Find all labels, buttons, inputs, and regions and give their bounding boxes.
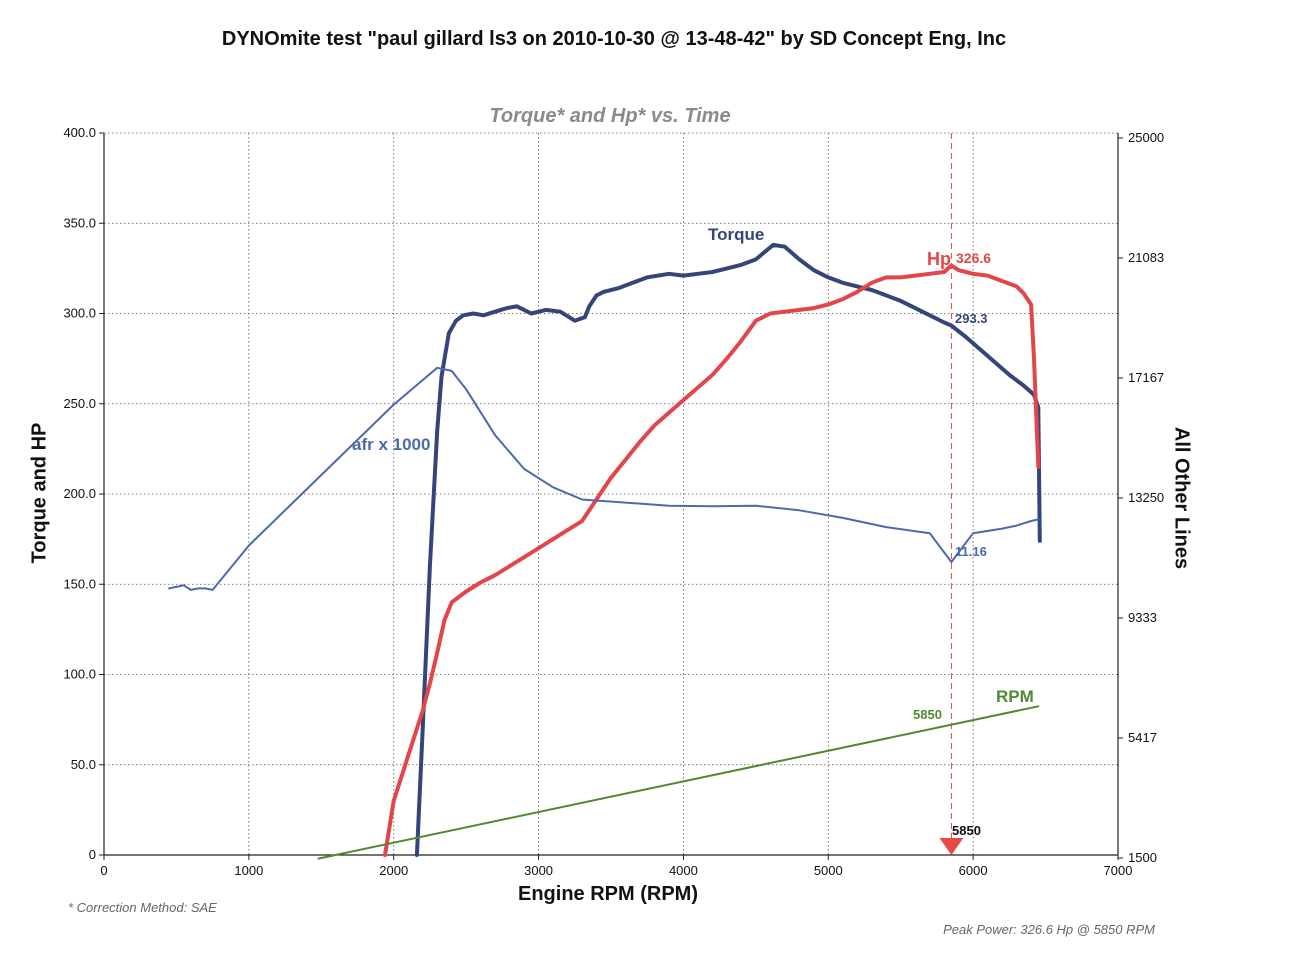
afr-label: afr x 1000 <box>352 435 430 454</box>
peak-marker-triangle <box>939 838 964 855</box>
y-left-tick-label: 100.0 <box>63 667 96 682</box>
y-left-tick-label: 150.0 <box>63 576 96 591</box>
y-left-tick-label: 400.0 <box>63 125 96 140</box>
chart-subtitle: Torque* and Hp* vs. Time <box>489 105 731 127</box>
x-tick-label: 3000 <box>524 863 553 878</box>
axes <box>99 132 1123 860</box>
rpm-line <box>317 705 1040 860</box>
y-right-tick-label: 13250 <box>1128 490 1164 505</box>
peak-marker-value: 5850 <box>952 823 981 838</box>
y-right-tick-label: 17167 <box>1128 370 1164 385</box>
tick-labels: 0 50.0 100.0 150.0 200.0 250.0 300.0 350.0 400.0… <box>63 125 1164 878</box>
y-left-tick-label: 0 <box>89 847 96 862</box>
x-tick-label: 7000 <box>1104 863 1133 878</box>
torque-label: Torque <box>708 225 764 244</box>
y-left-tick-label: 50.0 <box>71 757 96 772</box>
afr-line <box>168 366 1040 591</box>
y-left-tick-label: 350.0 <box>63 215 96 230</box>
afr-at-peak-value: 11.16 <box>955 544 987 559</box>
series <box>168 133 1042 860</box>
y-right-tick-label: 25000 <box>1128 130 1164 145</box>
hp-label: Hp <box>927 249 951 269</box>
x-tick-label: 4000 <box>669 863 698 878</box>
y-left-tick-label: 250.0 <box>63 396 96 411</box>
series-labels: Torque Hp 326.6 293.3 afr x 1000 11.16 RPM 5850… <box>352 225 1034 838</box>
x-tick-label: 6000 <box>959 863 988 878</box>
x-axis-label: Engine RPM (RPM) <box>518 883 698 905</box>
correction-footnote: * Correction Method: SAE <box>68 900 217 915</box>
y-left-tick-label: 200.0 <box>63 486 96 501</box>
y-right-tick-label: 1500 <box>1128 850 1157 865</box>
chart-title: DYNOmite test "paul gillard ls3 on 2010-… <box>221 28 1007 50</box>
hp-line <box>383 263 1041 857</box>
y-left-tick-label: 300.0 <box>63 306 96 321</box>
rpm-label: RPM <box>996 687 1034 706</box>
torque-line <box>414 242 1042 857</box>
peak-power-note: Peak Power: 326.6 Hp @ 5850 RPM <box>943 922 1155 937</box>
grid <box>104 132 1118 855</box>
x-tick-label: 0 <box>100 863 107 878</box>
y-right-tick-label: 21083 <box>1128 250 1164 265</box>
x-tick-label: 2000 <box>379 863 408 878</box>
y-right-tick-label: 9333 <box>1128 610 1157 625</box>
hp-peak-value: 326.6 <box>956 250 991 266</box>
y-right-tick-label: 5417 <box>1128 730 1157 745</box>
torque-at-peak-value: 293.3 <box>955 311 988 326</box>
x-tick-label: 1000 <box>234 863 263 878</box>
rpm-at-peak-value: 5850 <box>913 707 942 722</box>
x-tick-label: 5000 <box>814 863 843 878</box>
